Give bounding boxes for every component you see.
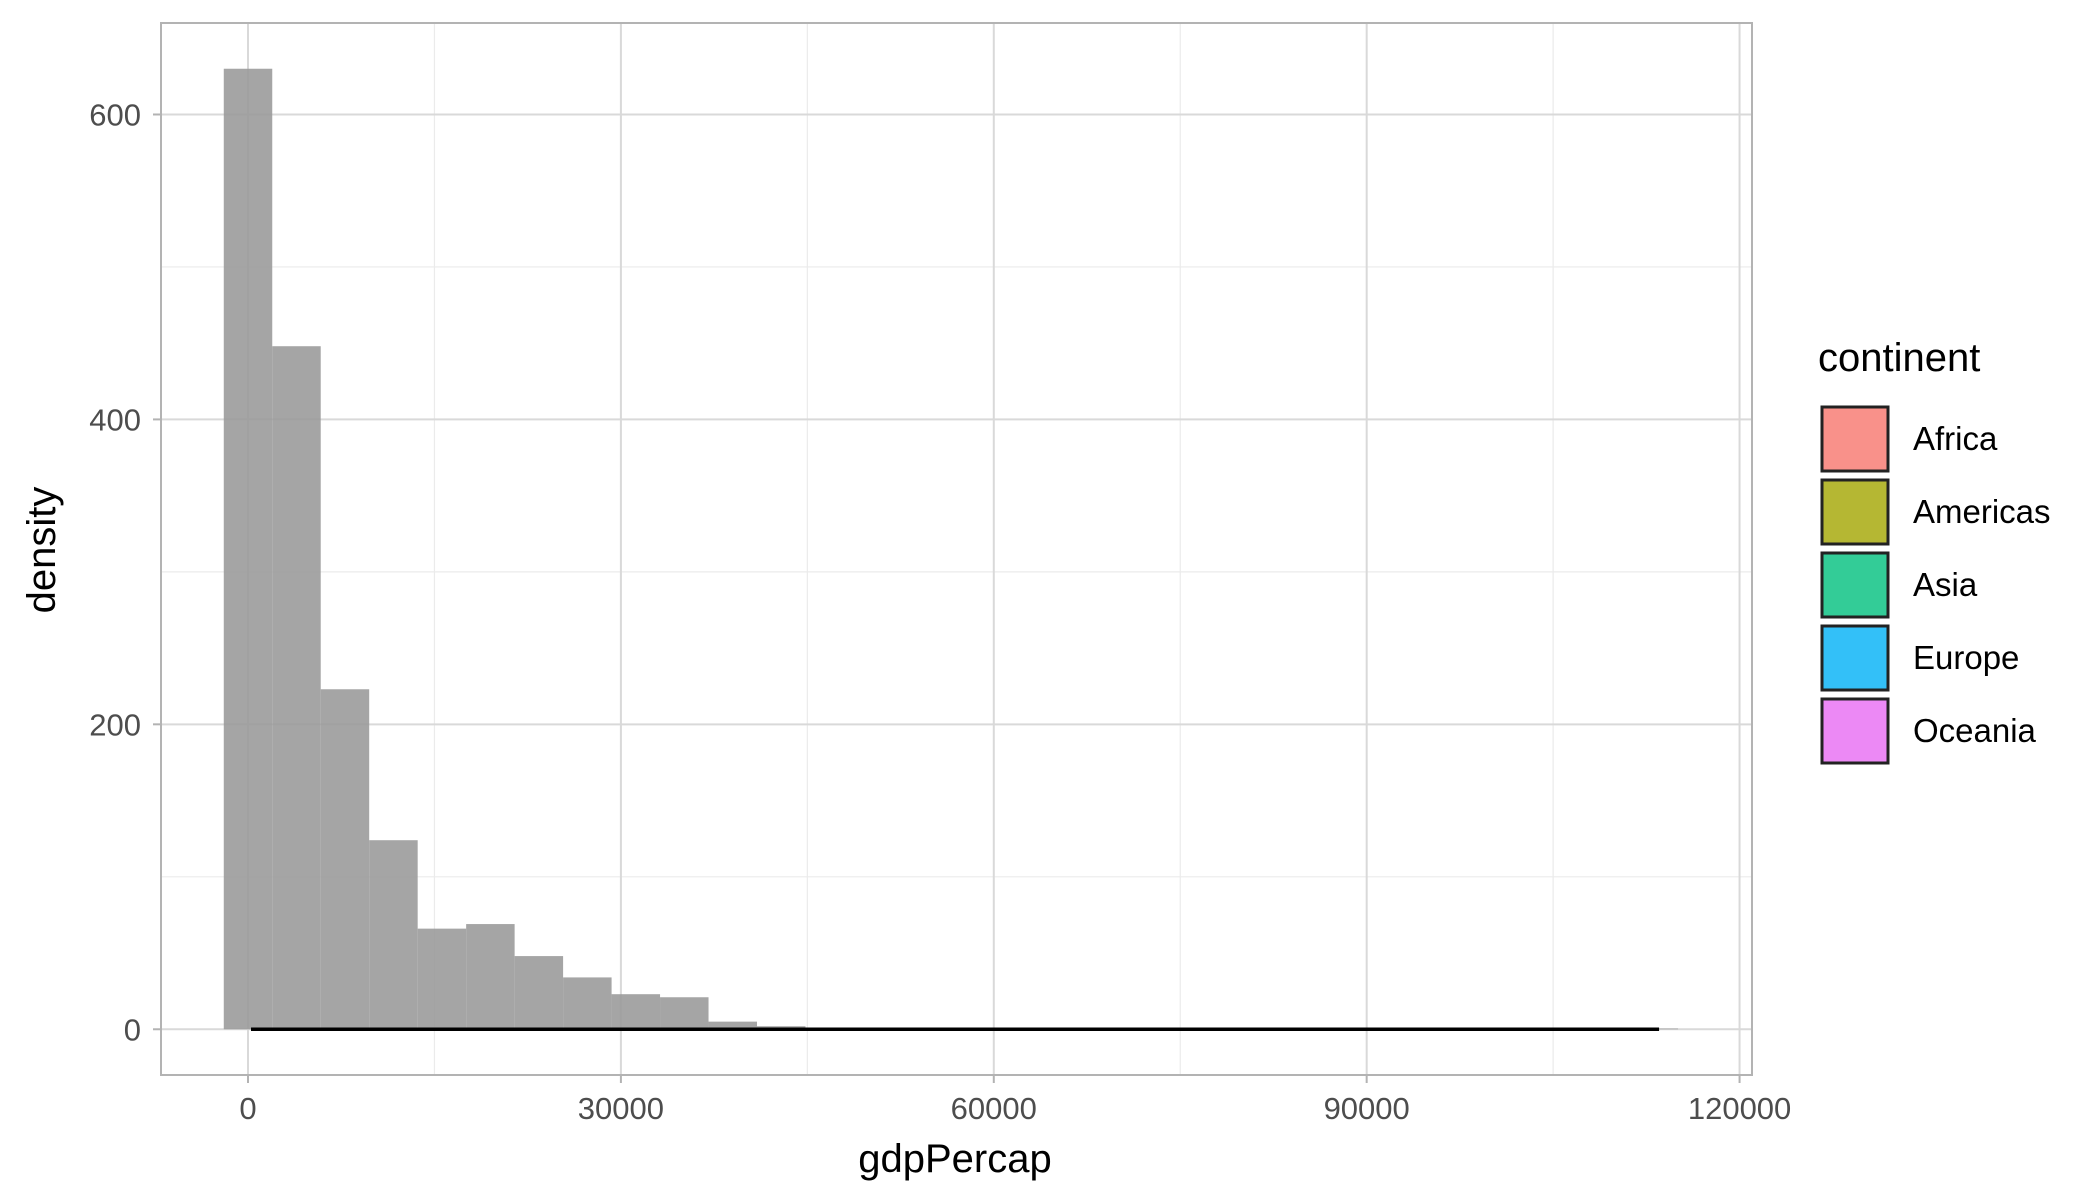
legend-key-americas: Americas xyxy=(1820,478,2051,546)
legend-swatch xyxy=(1820,624,1890,692)
legend-label: Europe xyxy=(1913,639,2019,676)
y-tick-label: 600 xyxy=(89,97,141,132)
legend-label: Africa xyxy=(1913,420,1998,457)
legend-swatch xyxy=(1820,697,1890,765)
legend-key-europe: Europe xyxy=(1820,624,2019,692)
histogram-bar xyxy=(369,840,418,1030)
legend-key-africa: Africa xyxy=(1820,405,1998,473)
legend: continent Africa Americas Asia Europe Oceani… xyxy=(1818,336,2051,765)
legend-label: Americas xyxy=(1913,493,2051,530)
y-tick-label: 0 xyxy=(124,1012,141,1047)
x-tick-label: 120000 xyxy=(1688,1091,1791,1126)
x-tick-label: 60000 xyxy=(951,1091,1037,1126)
y-axis-title: density xyxy=(20,487,64,614)
histogram-bar xyxy=(417,928,467,1030)
legend-swatch xyxy=(1820,551,1890,619)
histogram-bar xyxy=(272,346,321,1030)
histogram-bar xyxy=(223,68,273,1030)
histogram-bar xyxy=(708,1021,758,1030)
legend-swatch xyxy=(1820,405,1890,473)
legend-label: Asia xyxy=(1913,566,1978,603)
y-tick-label: 200 xyxy=(89,707,141,742)
x-axis-title: gdpPercap xyxy=(858,1137,1051,1181)
y-axis: 0 200 400 600 xyxy=(89,97,161,1047)
legend-key-oceania: Oceania xyxy=(1820,697,2037,765)
legend-swatch xyxy=(1820,478,1890,546)
histogram-bar xyxy=(563,977,612,1030)
x-tick-label: 90000 xyxy=(1324,1091,1410,1126)
histogram-bar xyxy=(514,956,564,1030)
panel-border xyxy=(160,22,1753,1076)
legend-title: continent xyxy=(1818,336,1980,380)
legend-key-asia: Asia xyxy=(1820,551,1978,619)
y-tick-label: 400 xyxy=(89,402,141,437)
histogram-bar xyxy=(660,997,709,1030)
histogram-bar xyxy=(466,924,515,1030)
histogram-bars xyxy=(223,68,1679,1030)
minor-gridlines xyxy=(161,23,1752,1075)
x-axis: 0 30000 60000 90000 120000 xyxy=(239,1075,1791,1126)
histogram-bar xyxy=(611,994,661,1030)
x-tick-label: 30000 xyxy=(578,1091,664,1126)
legend-label: Oceania xyxy=(1913,712,2037,749)
histogram-bar xyxy=(320,689,370,1030)
x-tick-label: 0 xyxy=(239,1091,256,1126)
